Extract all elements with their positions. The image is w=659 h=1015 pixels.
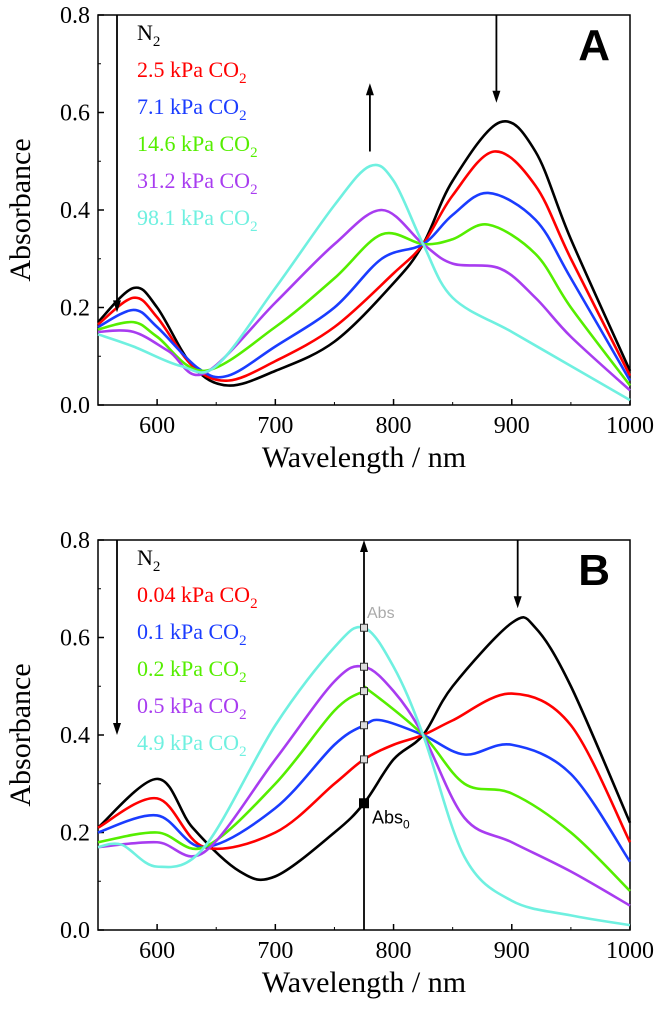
- arrowhead-icon: [113, 300, 121, 313]
- series-line: [97, 120, 632, 387]
- panel-A: 600 700 800 900 1000 0.0 0.2 0.4 0.6 0.8 Wavelengt…: [4, 3, 654, 474]
- legend-entry: 0.2 kPa CO2: [137, 656, 247, 686]
- y-tick-label: 0.6: [60, 101, 90, 127]
- abs-marker: [360, 755, 368, 764]
- y-tick-label: 0.2: [60, 821, 90, 847]
- abs-marker: [360, 623, 368, 632]
- arrowhead-icon: [113, 723, 121, 735]
- x-tick-label: 800: [376, 413, 412, 439]
- y-axis-label: Absorbance: [4, 138, 37, 281]
- legend-entry: 0.04 kPa CO2: [137, 582, 258, 612]
- panel-label: A: [578, 21, 610, 70]
- x-tick-label: 900: [494, 413, 530, 439]
- series-line: [97, 163, 631, 402]
- y-tick-label: 0.8: [60, 528, 90, 554]
- y-tick-label: 0.4: [60, 198, 90, 224]
- series-line: [97, 208, 631, 392]
- y-tick-label: 0.4: [60, 723, 90, 749]
- x-tick-label: 700: [257, 413, 293, 439]
- legend-entry: 98.1 kPa CO2: [137, 205, 258, 235]
- series-line: [97, 616, 632, 882]
- abs-label: Abs: [367, 605, 395, 622]
- series-line: [97, 223, 632, 387]
- series-line: [97, 692, 632, 851]
- abs0-label: Abs0: [372, 807, 410, 831]
- arrowhead-icon: [365, 83, 374, 96]
- legend-entry: 7.1 kPa CO2: [137, 94, 247, 124]
- legend-entry: 4.9 kPa CO2: [137, 730, 247, 760]
- series-line: [97, 664, 631, 907]
- abs-marker: [360, 721, 368, 730]
- legend-entry: N2: [137, 20, 160, 50]
- abs0-marker: [359, 798, 369, 809]
- legend-entry: 0.5 kPa CO2: [137, 693, 247, 723]
- arrowhead-icon: [360, 540, 368, 552]
- x-tick-label: 600: [139, 938, 175, 964]
- x-tick-label: 1000: [606, 938, 654, 964]
- x-tick-label: 700: [257, 938, 293, 964]
- y-tick-label: 0.8: [60, 3, 90, 29]
- x-tick-label: 600: [139, 413, 175, 439]
- x-tick-label: 900: [494, 938, 530, 964]
- x-tick-label: 800: [376, 938, 412, 964]
- arrowhead-icon: [513, 596, 522, 609]
- series-line: [97, 191, 632, 382]
- abs-marker: [360, 687, 368, 696]
- y-tick-label: 0.2: [60, 296, 90, 322]
- y-tick-label: 0.0: [60, 918, 90, 944]
- y-axis-label: Absorbance: [4, 663, 37, 806]
- x-axis-label: Wavelength / nm: [262, 441, 466, 474]
- legend-entry: N2: [137, 545, 160, 575]
- panel-B: 600 700 800 900 1000 0.0 0.2 0.4 0.6 0.8 Wavelengt…: [4, 528, 654, 999]
- y-tick-label: 0.0: [60, 393, 90, 419]
- y-tick-label: 0.6: [60, 626, 90, 652]
- panel-label: B: [578, 546, 610, 595]
- series-line: [97, 150, 632, 382]
- arrowhead-icon: [492, 90, 501, 103]
- x-tick-label: 1000: [606, 413, 654, 439]
- legend-entry: 14.6 kPa CO2: [137, 131, 258, 161]
- x-axis-label: Wavelength / nm: [262, 966, 466, 999]
- abs-marker: [360, 662, 368, 671]
- legend-entry: 31.2 kPa CO2: [137, 168, 258, 198]
- legend-entry: 0.1 kPa CO2: [137, 619, 247, 649]
- legend-entry: 2.5 kPa CO2: [137, 57, 247, 87]
